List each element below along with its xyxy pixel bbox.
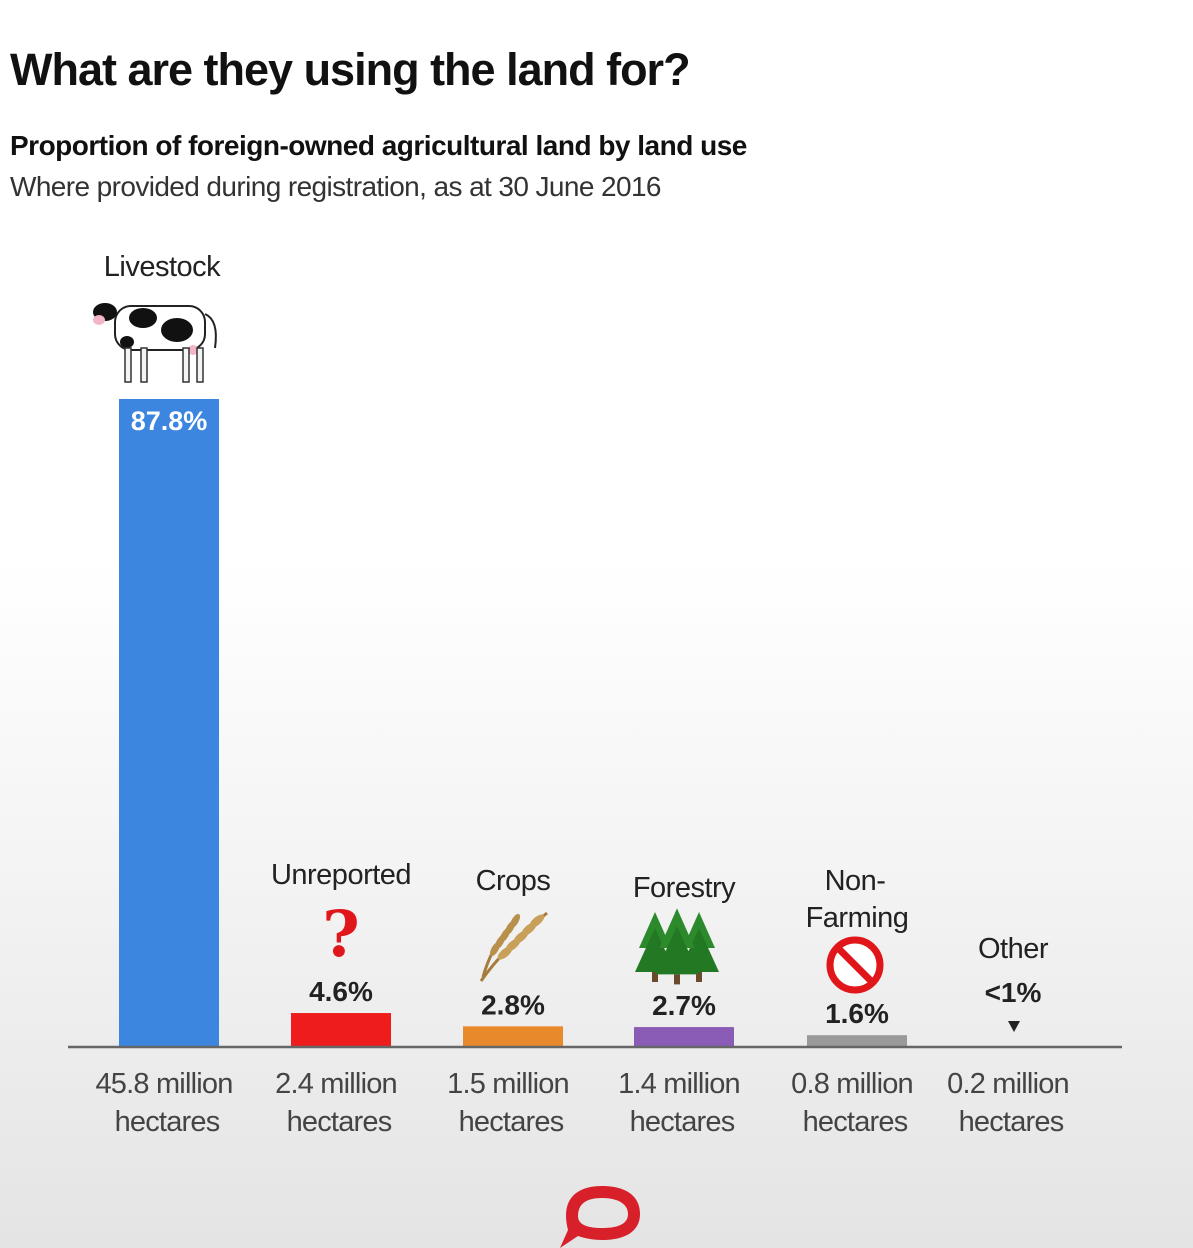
value-label-crops: 2.8% bbox=[481, 989, 545, 1020]
value-label-non-farming: 1.6% bbox=[825, 998, 889, 1029]
speech-bubble-logo-icon bbox=[560, 1186, 640, 1248]
chart-title: What are they using the land for? bbox=[10, 44, 691, 95]
bars-group bbox=[119, 399, 907, 1047]
question-mark-icon: ? bbox=[322, 897, 360, 972]
cow-icon bbox=[93, 303, 217, 383]
hectares-unit-forestry: hectares bbox=[630, 1106, 735, 1138]
wheat-icon bbox=[479, 911, 548, 982]
category-label-forestry: Forestry bbox=[633, 872, 736, 904]
category-label-non-farming-line1: Non- bbox=[825, 865, 886, 897]
bar-non-farming bbox=[807, 1035, 907, 1047]
bar-crops bbox=[463, 1026, 563, 1047]
category-label-crops: Crops bbox=[476, 865, 551, 897]
chart-note: Where provided during registration, as a… bbox=[10, 171, 662, 202]
hectares-unit-crops: hectares bbox=[459, 1106, 564, 1138]
hectares-unit-other: hectares bbox=[959, 1106, 1064, 1138]
value-label-forestry: 2.7% bbox=[652, 990, 716, 1021]
labels-group: 87.8% Livestock 45.8 million hectares 4.6% Un… bbox=[95, 251, 1069, 1138]
value-label-other: <1% bbox=[985, 977, 1042, 1008]
hectares-unit-livestock: hectares bbox=[115, 1106, 220, 1138]
value-label-livestock: 87.8% bbox=[131, 406, 208, 436]
category-label-other: Other bbox=[978, 933, 1049, 965]
hectares-value-non-farming: 0.8 million bbox=[791, 1068, 913, 1100]
value-label-unreported: 4.6% bbox=[309, 976, 373, 1007]
svg-text:?: ? bbox=[322, 897, 360, 972]
hectares-unit-unreported: hectares bbox=[287, 1106, 392, 1138]
category-label-unreported: Unreported bbox=[271, 859, 411, 891]
category-label-non-farming-line2: Farming bbox=[806, 902, 909, 934]
trees-icon bbox=[635, 908, 719, 985]
category-label-livestock: Livestock bbox=[104, 251, 221, 283]
bar-livestock bbox=[119, 399, 219, 1047]
chart-subtitle: Proportion of foreign-owned agricultural… bbox=[10, 130, 747, 161]
bar-unreported bbox=[291, 1013, 391, 1047]
no-symbol-icon bbox=[826, 936, 884, 994]
hectares-value-crops: 1.5 million bbox=[447, 1068, 569, 1100]
hectares-value-livestock: 45.8 million bbox=[95, 1068, 232, 1100]
hectares-value-unreported: 2.4 million bbox=[275, 1068, 397, 1100]
hectares-unit-non-farming: hectares bbox=[803, 1106, 908, 1138]
hectares-value-forestry: 1.4 million bbox=[618, 1068, 740, 1100]
down-arrow-icon bbox=[1008, 1021, 1020, 1032]
icons-group: ? bbox=[93, 303, 1020, 1032]
hectares-value-other: 0.2 million bbox=[947, 1068, 1069, 1100]
bar-forestry bbox=[634, 1027, 734, 1047]
